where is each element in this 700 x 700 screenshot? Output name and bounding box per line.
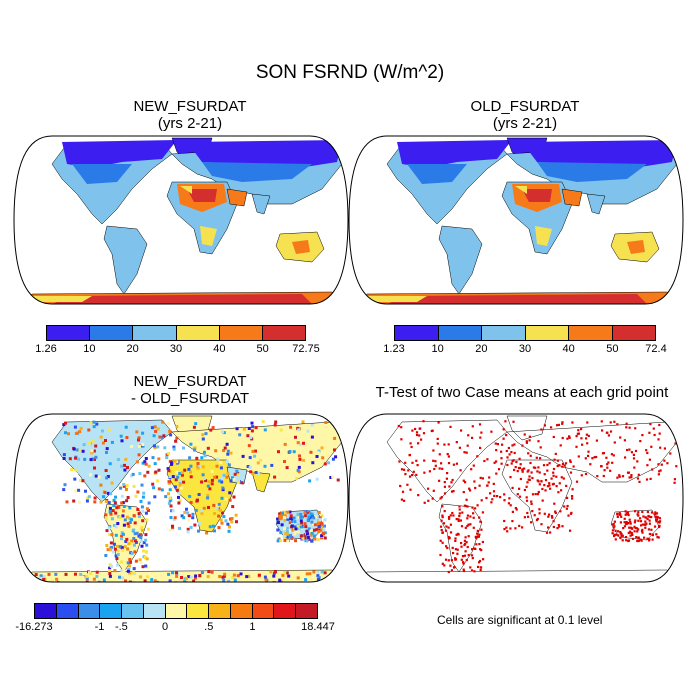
colorbar-tick-label: 1 xyxy=(249,621,256,633)
significance-dots xyxy=(397,420,679,574)
map-outline xyxy=(13,413,349,583)
colorbar-swatch xyxy=(176,326,220,340)
colorbar-tick-label: 50 xyxy=(256,343,269,355)
colorbar-tick-label: 30 xyxy=(169,343,183,355)
panel-2-title: OLD_FSURDAT (yrs 2-21) xyxy=(365,98,685,132)
map-outline xyxy=(348,413,684,583)
colorbar-swatch xyxy=(187,604,210,618)
colorbar-tick-label: 10 xyxy=(431,343,444,355)
difference-speckle xyxy=(26,420,343,582)
colorbar-tick-label: 1.26 xyxy=(35,343,57,355)
map-panel-1 xyxy=(13,135,349,305)
colorbar-swatch xyxy=(612,326,655,340)
colorbar-swatch xyxy=(569,326,613,340)
panel-1-title-line1: NEW_FSURDAT xyxy=(133,98,247,115)
panel-2-title-line1: OLD_FSURDAT xyxy=(470,98,580,115)
land-australia xyxy=(610,509,660,541)
land-africa xyxy=(501,459,573,533)
colorbar-swatch xyxy=(262,326,306,340)
colorbar-tick-label: 18.447 xyxy=(301,621,335,633)
colorbar-tick-label: 20 xyxy=(475,343,488,355)
colorbar-swatch xyxy=(438,326,482,340)
colorbar-tick-label: 1.23 xyxy=(383,343,405,355)
colorbar-tick-label: 30 xyxy=(518,343,532,355)
colorbar-tick-label: 10 xyxy=(83,343,96,355)
colorbar-swatch xyxy=(482,326,526,340)
panel-2-title-line2: (yrs 2-21) xyxy=(492,115,558,132)
colorbar-tick-label: 50 xyxy=(606,343,619,355)
colorbar-swatch xyxy=(395,326,439,340)
colorbar-tick-label: 0 xyxy=(162,621,169,633)
colorbar-tick-label: -16.273 xyxy=(15,621,53,633)
panel-3-title: NEW_FSURDAT - OLD_FSURDAT xyxy=(30,373,350,407)
colorbar-tick-label: .5 xyxy=(204,621,214,633)
colorbar-panel-1 xyxy=(46,325,306,341)
colorbar-tick-label: 72.75 xyxy=(292,343,320,355)
figure-title: SON FSRND (W/m^2) xyxy=(255,62,445,83)
panel-1-title-line2: (yrs 2-21) xyxy=(157,115,223,132)
colorbar-swatch xyxy=(100,604,123,618)
colorbar-swatch xyxy=(274,604,297,618)
north-america-cold-zone xyxy=(62,140,177,168)
colorbar-swatch xyxy=(525,326,569,340)
colorbar-swatch xyxy=(143,604,166,618)
colorbar-tick-label: -.5 xyxy=(114,621,128,633)
colorbar-panel-2 xyxy=(394,325,656,341)
panel-3-title-line1: NEW_FSURDAT xyxy=(133,373,247,390)
colorbar-swatch xyxy=(122,604,144,618)
land-south-america xyxy=(438,503,483,573)
map-panel-3 xyxy=(13,413,349,583)
colorbar-swatch xyxy=(90,326,134,340)
panel-3-title-line2: - OLD_FSURDAT xyxy=(130,390,250,407)
colorbar-tick-label: 40 xyxy=(213,343,226,355)
colorbar-swatch xyxy=(133,326,177,340)
colorbar-swatch xyxy=(78,604,101,618)
map-outline xyxy=(13,135,349,305)
colorbar-tick-label: 20 xyxy=(126,343,139,355)
significance-note: Cells are significant at 0.1 level xyxy=(437,613,603,627)
colorbar-tick-label: -1 xyxy=(94,621,105,633)
colorbar-swatch xyxy=(47,326,91,340)
colorbar-swatch xyxy=(35,604,57,618)
colorbar-swatch xyxy=(252,604,275,618)
colorbar-swatch xyxy=(230,604,253,618)
colorbar-swatch xyxy=(209,604,231,618)
panel-4-title: T-Test of two Case means at each grid po… xyxy=(375,384,669,401)
colorbar-panel-3 xyxy=(34,603,318,619)
colorbar-swatch xyxy=(296,604,317,618)
map-outline xyxy=(348,135,684,305)
map-panel-4 xyxy=(348,413,684,583)
colorbar-tick-label: 40 xyxy=(562,343,575,355)
colorbar-swatch xyxy=(56,604,79,618)
land-greenland xyxy=(506,415,548,441)
colorbar-swatch xyxy=(165,604,188,618)
colorbar-swatch xyxy=(219,326,263,340)
panel-1-title: NEW_FSURDAT (yrs 2-21) xyxy=(30,98,350,132)
map-panel-2 xyxy=(348,135,684,305)
colorbar-tick-label: 72.4 xyxy=(645,343,667,355)
